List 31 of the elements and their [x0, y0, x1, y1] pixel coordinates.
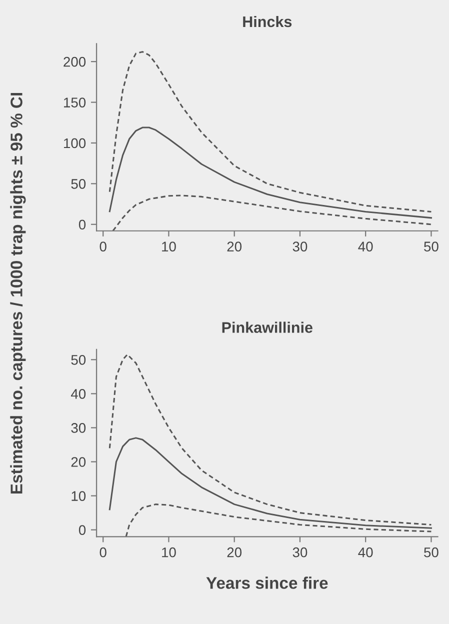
y-tick-label: 200 [64, 56, 86, 67]
x-tick-label: 0 [100, 547, 106, 558]
x-tick-label: 40 [358, 547, 373, 558]
x-tick-label: 20 [227, 547, 242, 558]
y-tick-label: 50 [71, 354, 86, 365]
x-tick-label: 10 [162, 547, 176, 558]
x-tick-label: 50 [424, 547, 438, 558]
chart-title: Pinkawillinie [222, 322, 312, 333]
line-series [112, 194, 432, 231]
line-series [108, 51, 432, 213]
x-tick-label: 40 [358, 242, 373, 252]
x-axis-title: Years since fire [206, 576, 328, 589]
x-tick-label: 0 [100, 242, 106, 252]
y-tick-label: 0 [78, 220, 86, 230]
y-tick-label: 150 [64, 98, 86, 108]
chart-title: Hincks [243, 16, 292, 28]
y-tick-label: 20 [71, 457, 86, 467]
y-tick-label: 10 [72, 491, 86, 501]
x-tick-label: 20 [227, 242, 242, 252]
line-series [108, 354, 432, 526]
y-tick-label: 100 [64, 138, 86, 148]
y-tick-label: 50 [71, 179, 86, 189]
y-axis-title: Estimated no. captures / 1000 trap nights ± 95 % CI [10, 92, 26, 494]
x-tick-label: 30 [292, 242, 308, 252]
y-tick-label: 30 [71, 423, 86, 433]
x-tick-label: 30 [292, 547, 308, 558]
line-series [108, 126, 432, 219]
x-tick-label: 50 [424, 242, 438, 252]
x-tick-label: 10 [162, 242, 176, 252]
y-tick-label: 40 [70, 389, 86, 399]
y-tick-label: 0 [78, 525, 86, 535]
